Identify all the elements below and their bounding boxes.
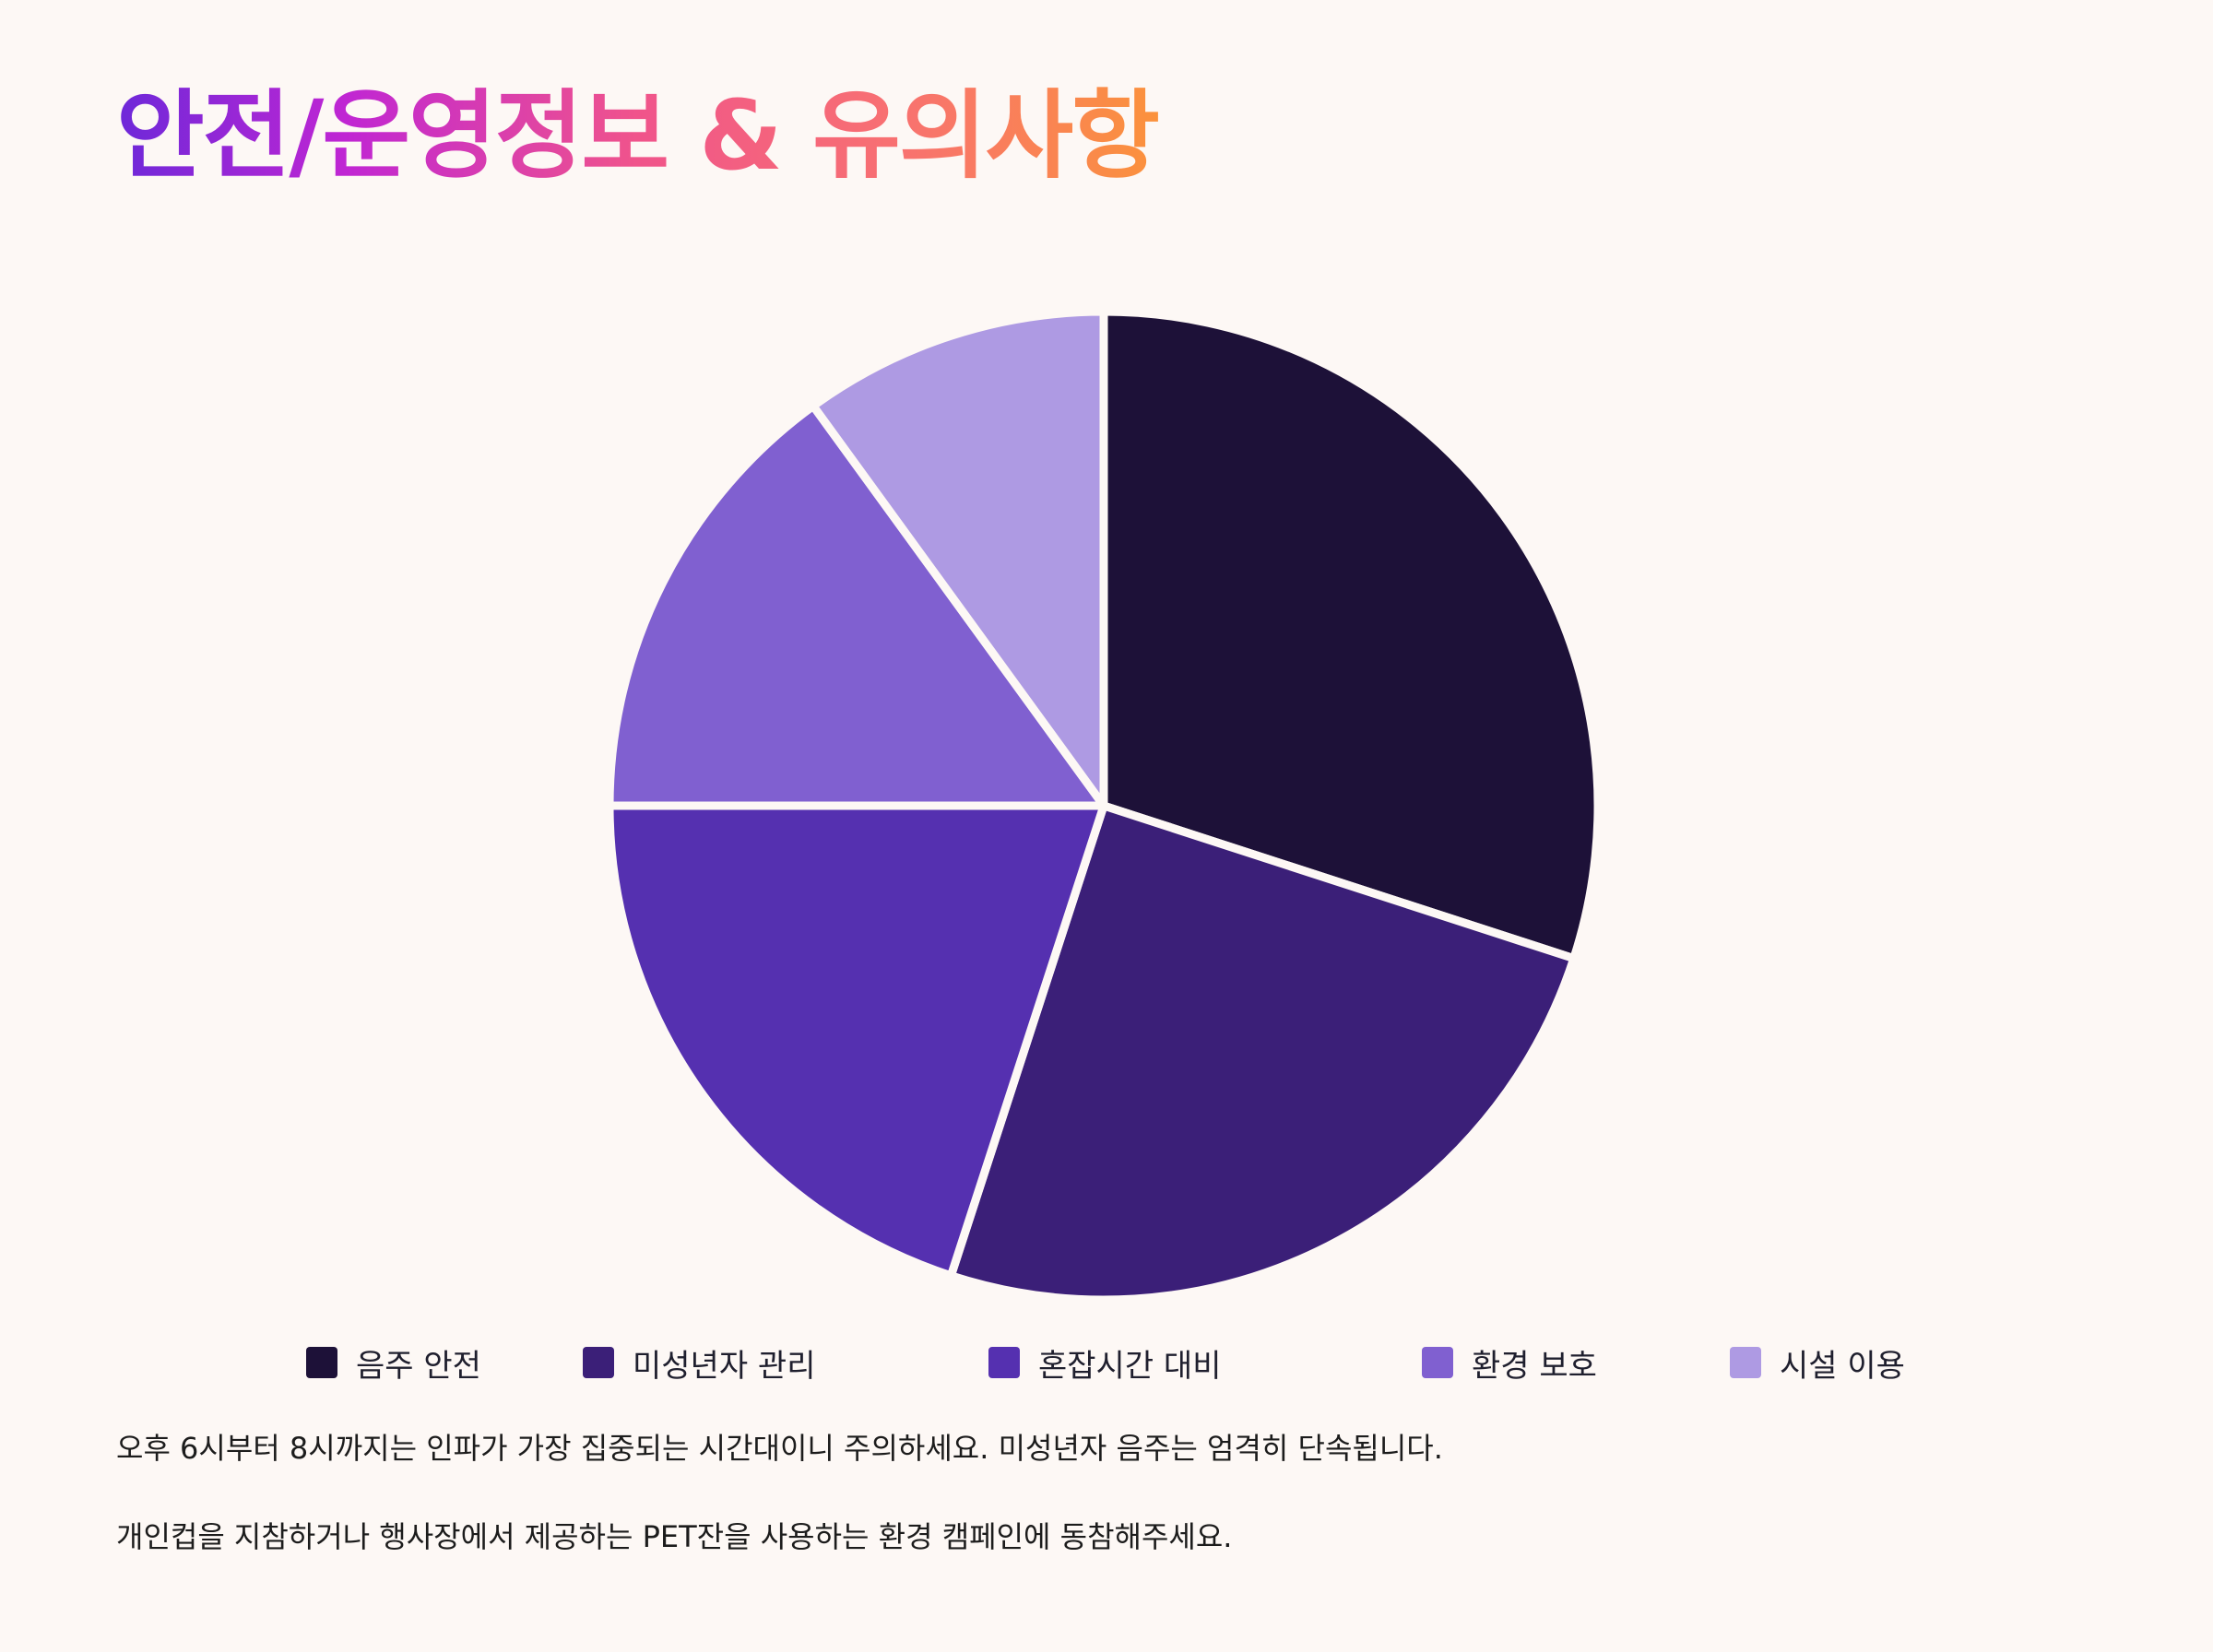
legend-swatch: [1730, 1347, 1761, 1378]
legend-item-4: 환경 보호: [1422, 1342, 1597, 1385]
pie-slice-4: [605, 401, 1108, 810]
legend-swatch: [306, 1347, 337, 1378]
note-peak-hours: 오후 6시부터 8시까지는 인파가 가장 집중되는 시간대이니 주의하세요. 미…: [116, 1431, 1443, 1466]
legend-swatch: [583, 1347, 614, 1378]
legend-swatch: [988, 1347, 1020, 1378]
pie-slice-2: [946, 801, 1579, 1304]
legend-label: 음주 안전: [356, 1347, 481, 1385]
legend-label: 환경 보호: [1472, 1347, 1597, 1385]
chart-legend: 음주 안전 미성년자 관리 혼잡시간 대비 환경 보호 시설 이용: [0, 1342, 2213, 1385]
legend-item-3: 혼잡시간 대비: [988, 1342, 1222, 1385]
pie-slice-1: [1099, 307, 1603, 963]
legend-item-2: 미성년자 관리: [583, 1342, 816, 1385]
legend-label: 미성년자 관리: [633, 1347, 816, 1385]
legend-swatch: [1422, 1347, 1453, 1378]
legend-item-1: 음주 안전: [306, 1342, 481, 1385]
pie-slice-3: [605, 801, 1108, 1280]
legend-label: 혼잡시간 대비: [1038, 1347, 1222, 1385]
pie-chart: [605, 307, 1603, 1304]
note-eco-campaign: 개인컵을 지참하거나 행사장에서 제공하는 PET잔을 사용하는 환경 캠페인에…: [116, 1519, 1233, 1554]
legend-label: 시설 이용: [1780, 1347, 1905, 1385]
pie-slice-5: [809, 307, 1108, 810]
page-title: 안전/운영정보 & 유의사항: [116, 79, 1160, 192]
legend-item-5: 시설 이용: [1730, 1342, 1905, 1385]
